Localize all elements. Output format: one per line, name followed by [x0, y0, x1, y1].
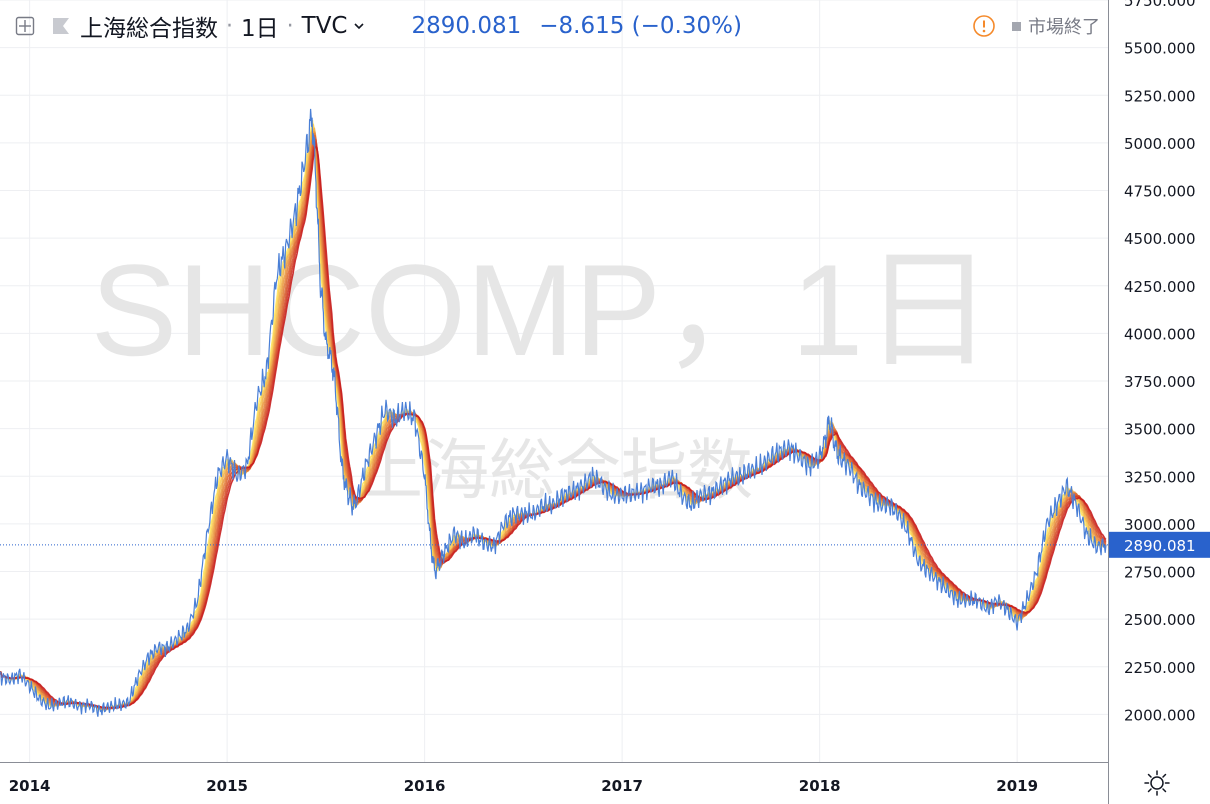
chart-grid: [0, 0, 1108, 762]
status-dot: [1012, 21, 1021, 31]
x-tick-label: 2019: [996, 777, 1038, 795]
y-tick-label: 2750.000: [1124, 564, 1196, 582]
last-price-badge: [1109, 531, 1210, 558]
y-tick-label: 5500.000: [1124, 40, 1196, 58]
y-tick-label: 5000.000: [1124, 135, 1196, 153]
y-tick-label: 2500.000: [1124, 611, 1196, 629]
y-tick-label: 2000.000: [1124, 706, 1196, 724]
x-tick-label: 2014: [9, 777, 51, 795]
y-tick-label: 5250.000: [1124, 87, 1196, 105]
y-tick-label: 3500.000: [1124, 421, 1196, 439]
source-label: TVC: [301, 13, 348, 39]
y-tick-label: 4500.000: [1124, 230, 1196, 248]
plus-square-icon[interactable]: [14, 15, 36, 37]
price-series: [0, 108, 1107, 717]
price-line: [0, 108, 1107, 717]
x-tick-label: 2017: [601, 777, 643, 795]
chart-header: 上海総合指数 · 1日 · TVC 2890.081 −8.615 (−0.30…: [0, 0, 1108, 52]
x-tick-label: 2015: [206, 777, 248, 795]
y-tick-label: 4750.000: [1124, 183, 1196, 201]
moving-average-line: [0, 145, 1107, 709]
flag-icon[interactable]: [50, 15, 72, 37]
x-tick-label: 2018: [799, 777, 841, 795]
moving-average-line: [0, 135, 1107, 710]
separator-dot: ·: [226, 13, 233, 39]
last-price-badge-label: 2890.081: [1124, 537, 1196, 555]
y-tick-label: 4250.000: [1124, 278, 1196, 296]
last-price: 2890.081: [411, 13, 522, 39]
x-tick-label: 2016: [404, 777, 446, 795]
interval-label[interactable]: 1日: [241, 16, 279, 42]
source-selector[interactable]: TVC: [302, 13, 366, 39]
chevron-down-icon: [354, 23, 365, 30]
y-tick-label: 3000.000: [1124, 516, 1196, 534]
y-tick-label: 5750.000: [1124, 0, 1196, 10]
y-tick-label: 3250.000: [1124, 468, 1196, 486]
market-status-label: 市場終了: [1028, 17, 1100, 38]
moving-average-line: [0, 140, 1107, 710]
market-status: 市場終了: [972, 12, 1100, 40]
symbol-title[interactable]: 上海総合指数: [80, 16, 218, 42]
watermark-symbol: SHCOMP，1日: [91, 237, 994, 383]
moving-average-line: [0, 123, 1106, 711]
last-price-marker: 2890.081: [0, 531, 1210, 558]
separator-dot: ·: [286, 13, 294, 39]
warning-circle-icon[interactable]: [972, 14, 996, 38]
moving-average-line: [0, 138, 1107, 710]
moving-average-line: [0, 127, 1107, 711]
y-tick-label: 4000.000: [1124, 325, 1196, 343]
price-change: −8.615 (−0.30%): [539, 13, 742, 39]
y-tick-label: 3750.000: [1124, 373, 1196, 391]
moving-average-ribbon: [0, 120, 1107, 713]
moving-average-line: [0, 130, 1107, 711]
moving-average-line: [0, 132, 1107, 710]
gear-icon[interactable]: [1142, 768, 1172, 798]
y-tick-label: 2250.000: [1124, 659, 1196, 677]
moving-average-line: [0, 120, 1107, 713]
